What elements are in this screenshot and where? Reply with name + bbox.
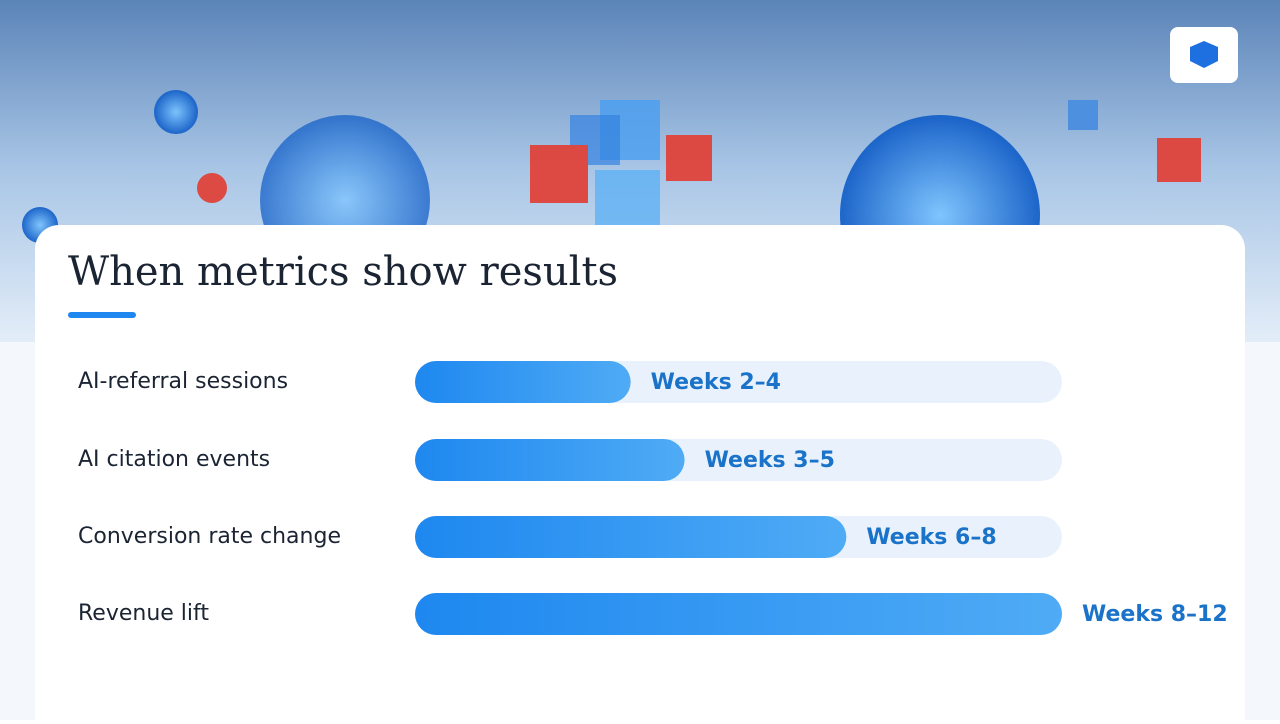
category-label: Revenue lift [78, 601, 209, 626]
category-label: Conversion rate change [78, 524, 341, 549]
logo-icon [1190, 41, 1218, 68]
value-label: Weeks 8–12 [1082, 602, 1228, 627]
value-label: Weeks 2–4 [651, 370, 781, 395]
plot: AI-referral sessions Weeks 2–4 AI citation… [78, 361, 1228, 635]
value-label: Weeks 6–8 [866, 525, 996, 550]
chart-title: When metrics show results [68, 249, 618, 295]
bar [415, 439, 685, 481]
value-label: Weeks 3–5 [705, 448, 835, 473]
bar [415, 361, 631, 403]
category-label: AI citation events [78, 447, 270, 472]
category-label: AI-referral sessions [78, 369, 288, 394]
bar [415, 516, 847, 558]
bar [415, 593, 1062, 635]
title-underline [68, 312, 136, 318]
